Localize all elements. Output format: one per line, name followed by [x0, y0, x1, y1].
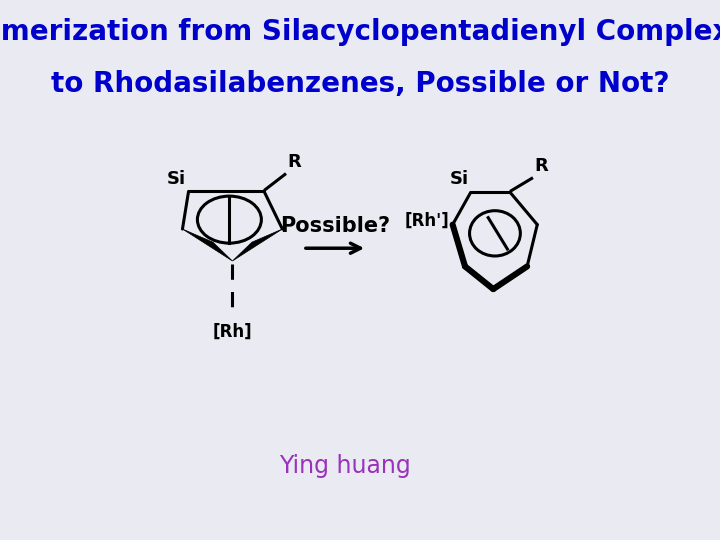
Text: [Rh]: [Rh] — [212, 323, 252, 341]
Text: Si: Si — [167, 170, 186, 188]
Polygon shape — [233, 229, 282, 261]
Text: to Rhodasilabenzenes, Possible or Not?: to Rhodasilabenzenes, Possible or Not? — [51, 70, 670, 98]
Text: R: R — [534, 157, 548, 175]
Polygon shape — [182, 229, 233, 261]
Text: [Rh']: [Rh'] — [405, 212, 449, 230]
Text: Possible?: Possible? — [280, 217, 390, 237]
Text: Si: Si — [450, 170, 469, 188]
Text: Ying huang: Ying huang — [279, 454, 410, 478]
Text: R: R — [287, 153, 301, 171]
Text: Isomerization from Silacyclopentadienyl Complexes: Isomerization from Silacyclopentadienyl … — [0, 18, 720, 45]
